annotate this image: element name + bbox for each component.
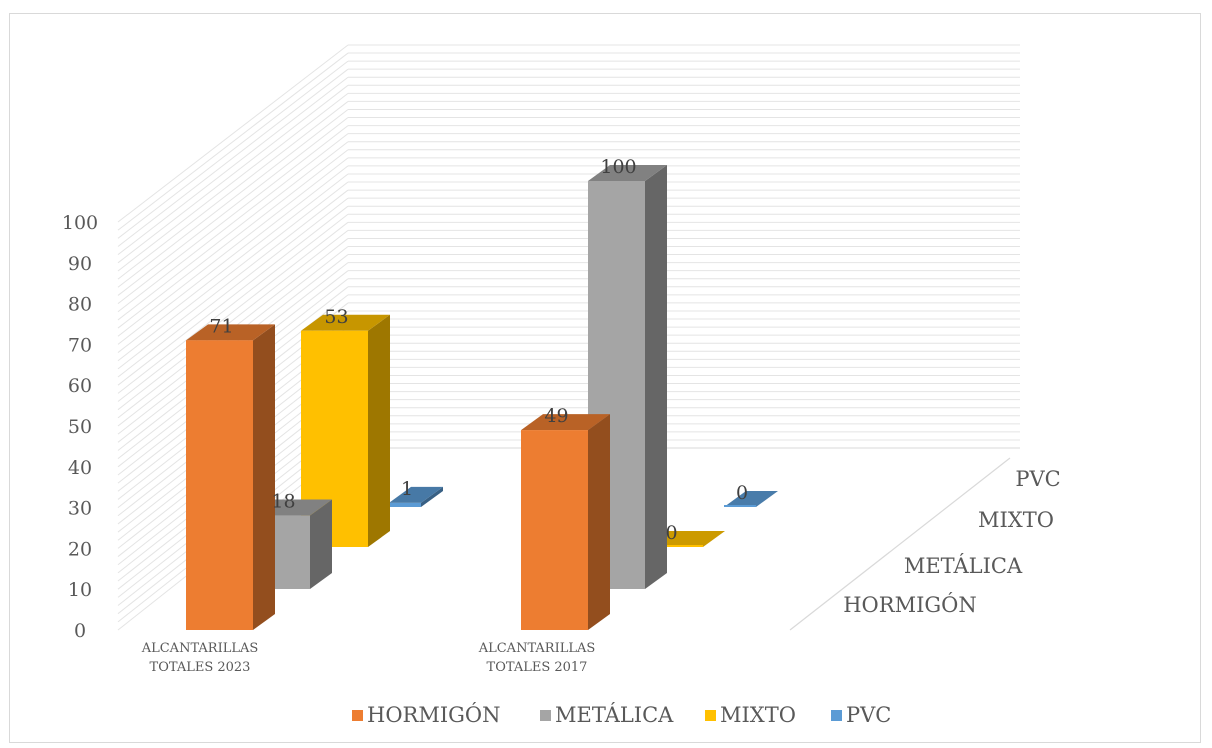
bar (389, 502, 421, 507)
bars (186, 165, 778, 630)
bar-top-face (588, 165, 667, 181)
data-label: 100 (600, 156, 636, 178)
category-label: ALCANTARILLAS (141, 641, 259, 656)
legend-swatch (831, 710, 842, 721)
bar-side-face (253, 324, 275, 630)
bar-top-face (301, 314, 390, 331)
bar-side-face (588, 414, 610, 630)
legend-label: MIXTO (720, 703, 796, 727)
depth-axis-label: MIXTO (978, 508, 1054, 532)
chart-frame (9, 13, 1201, 743)
legend-label: PVC (846, 703, 891, 727)
legend: HORMIGÓN METÁLICA MIXTO PVC (352, 702, 891, 727)
data-label: 53 (324, 306, 348, 328)
side-wall-gridline (117, 68, 349, 247)
bar (724, 505, 756, 507)
category-label: TOTALES 2023 (150, 660, 251, 675)
y-axis-ticks: 0 10 20 30 40 50 60 70 80 90 100 (62, 212, 98, 642)
bar (521, 430, 588, 630)
y-tick-label: 100 (62, 212, 98, 234)
side-wall-gridline (117, 221, 349, 402)
category-label: ALCANTARILLAS (478, 641, 596, 656)
data-label: 71 (209, 315, 233, 337)
data-label: 18 (271, 491, 295, 513)
side-wall-gridline (117, 109, 349, 288)
category-labels: ALCANTARILLAS TOTALES 2023 ALCANTARILLAS TO… (141, 641, 596, 675)
side-wall-gridline (117, 52, 349, 231)
side-wall-gridline (117, 101, 349, 280)
y-tick-label: 70 (68, 334, 92, 356)
side-wall-gridline (117, 157, 349, 337)
side-wall-gridline (117, 117, 349, 296)
depth-axis-label: METÁLICA (904, 554, 1023, 578)
legend-label: HORMIGÓN (367, 702, 501, 727)
y-tick-label: 20 (68, 538, 92, 560)
depth-axis-label: HORMIGÓN (843, 592, 977, 617)
side-wall-gridline (117, 189, 349, 370)
legend-label: METÁLICA (555, 703, 674, 727)
bar-side-face (368, 314, 390, 547)
side-wall-gridline (117, 181, 349, 362)
side-wall-gridline (117, 197, 349, 378)
bar-side-face (421, 486, 443, 507)
depth-axis-label: PVC (1015, 467, 1060, 491)
side-wall-gridline (117, 165, 349, 345)
bar-top-face (724, 491, 778, 507)
y-tick-label: 80 (68, 294, 92, 316)
bar (636, 545, 703, 547)
depth-axis-labels: HORMIGÓN METÁLICA MIXTO PVC (843, 467, 1060, 617)
category-label: TOTALES 2017 (487, 660, 588, 675)
y-tick-label: 0 (74, 620, 86, 642)
side-wall-gridline (117, 92, 349, 272)
bar-top-face (521, 414, 610, 431)
side-wall-gridline (117, 133, 349, 313)
side-wall-gridline (117, 60, 349, 239)
side-wall-gridline (117, 84, 349, 264)
side-wall-gridline (117, 173, 349, 353)
y-tick-label: 40 (68, 457, 92, 479)
side-wall-gridline (117, 44, 349, 223)
side-wall-gridline (117, 149, 349, 329)
side-wall-gridline (117, 76, 349, 256)
bar (186, 340, 253, 630)
floor-edge (789, 457, 1011, 631)
chart-walls (117, 44, 1020, 631)
y-tick-label: 30 (68, 498, 92, 520)
side-wall-gridline (117, 213, 349, 394)
side-wall-gridline (117, 125, 349, 304)
data-label: 1 (401, 478, 413, 500)
side-wall-gridline (117, 205, 349, 386)
data-label: 0 (665, 522, 677, 544)
data-label: 49 (544, 405, 568, 427)
data-labels: 1 0 53 0 18 100 71 49 (209, 156, 748, 544)
side-wall-gridline (117, 141, 349, 321)
side-wall-gridline (117, 229, 349, 411)
data-label: 0 (736, 482, 748, 504)
bar-top-face (389, 486, 443, 503)
y-tick-label: 90 (68, 253, 92, 275)
bar-top-face (186, 324, 275, 341)
bar-side-face (310, 499, 332, 589)
legend-swatch (352, 710, 363, 721)
y-tick-label: 50 (68, 416, 92, 438)
y-tick-label: 60 (68, 375, 92, 397)
bar-side-face (645, 165, 667, 589)
legend-swatch (705, 710, 716, 721)
legend-swatch (540, 710, 551, 721)
y-tick-label: 10 (68, 579, 92, 601)
